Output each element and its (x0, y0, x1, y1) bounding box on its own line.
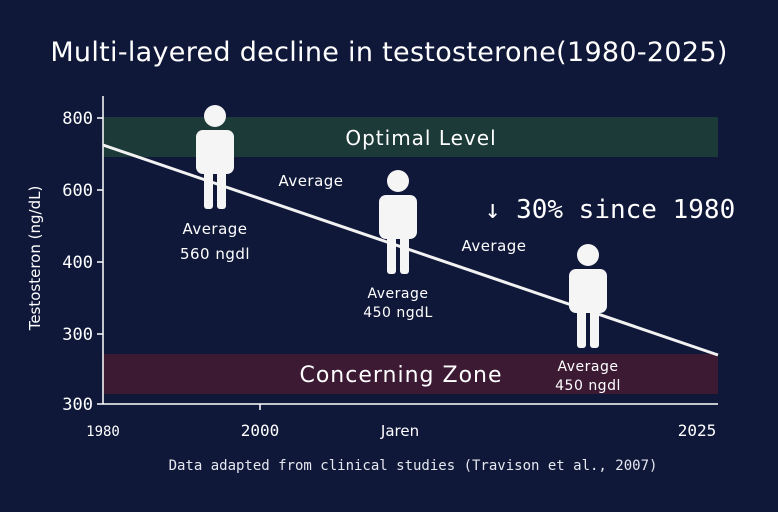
y-tick-label: 300 (62, 395, 93, 415)
x-tick-label: 2025 (678, 421, 717, 440)
y-axis-label: Testosteron (ng/dL) (26, 186, 44, 332)
mid-annotation: Average (461, 237, 526, 255)
x-tick-label: 2000 (241, 421, 280, 440)
figure-label-line1: Average (182, 220, 247, 238)
source-note: Data adapted from clinical studies (Trav… (168, 458, 658, 474)
mid-annotation: Average (278, 172, 343, 190)
x-tick-label: 1980 (86, 424, 120, 440)
band-label: Optimal Level (345, 126, 496, 150)
figure-label-line2: 560 ngdl (180, 245, 250, 263)
figure-label-line2: 450 ngdl (555, 378, 621, 394)
person-icon (379, 170, 417, 274)
y-tick-label: 600 (62, 181, 93, 201)
chart-title: Multi-layered decline in testosterone(19… (50, 37, 728, 68)
band-concerning (103, 354, 718, 394)
y-tick-label: 400 (62, 253, 93, 273)
figure-label-line2: 450 ngdL (363, 305, 433, 321)
figure-label-line1: Average (368, 286, 429, 302)
figure-label-line1: Average (558, 359, 619, 375)
person-icon (196, 105, 234, 209)
y-tick-label: 800 (62, 109, 93, 129)
y-tick-label: 300 (62, 325, 93, 345)
band-label: Concerning Zone (299, 363, 502, 388)
x-tick-label: Jaren (380, 422, 419, 440)
decline-highlight: ↓ 30% since 1980 (485, 195, 735, 225)
person-icon (569, 244, 607, 348)
